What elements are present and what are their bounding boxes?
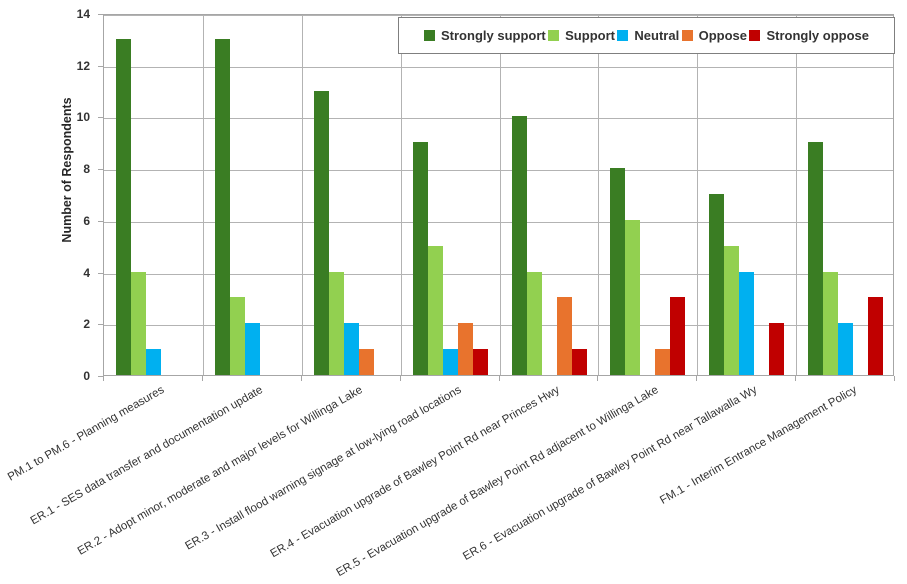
bar (838, 323, 854, 375)
y-axis-tick (98, 14, 103, 15)
x-axis-tick (499, 376, 500, 381)
y-axis-tick (98, 324, 103, 326)
gridline (104, 221, 893, 223)
x-axis-tick (301, 376, 302, 381)
legend-label: Support (565, 28, 615, 43)
bar (358, 349, 374, 375)
x-axis-tick (202, 376, 203, 381)
y-tick-label: 8 (83, 162, 90, 177)
category-separator (500, 15, 501, 375)
bar (724, 245, 740, 375)
y-tick-label: 12 (76, 58, 90, 73)
category-separator (598, 15, 599, 375)
bar (313, 90, 329, 375)
legend-swatch (548, 30, 560, 41)
legend-item: Oppose (681, 28, 748, 43)
bar (116, 38, 131, 375)
x-axis-tick (795, 376, 796, 381)
gridline (104, 273, 893, 275)
x-axis-tick (103, 376, 104, 381)
legend: Strongly support Support Neutral Oppose Stro… (398, 17, 895, 54)
gridline (104, 15, 893, 16)
legend-item: Strongly oppose (749, 28, 869, 43)
y-tick-label: 6 (83, 213, 90, 228)
legend-label: Strongly oppose (766, 28, 869, 43)
bar (427, 245, 443, 375)
x-axis-label: ER.5 - Evacuation upgrade of Bawley Poin… (334, 384, 661, 580)
bar (823, 271, 839, 375)
bar (655, 349, 671, 375)
bar (328, 271, 344, 375)
legend-item: Support (548, 28, 615, 43)
bar (868, 297, 884, 375)
bar (146, 349, 161, 375)
bar (214, 38, 230, 375)
y-axis-tick (98, 65, 103, 67)
category-separator (302, 15, 303, 375)
bar (769, 323, 785, 375)
x-axis-tick (696, 376, 697, 381)
bar (343, 323, 359, 375)
x-axis-tick (597, 376, 598, 381)
legend-item: Strongly support (424, 28, 546, 43)
y-tick-label: 0 (83, 369, 90, 383)
bar (610, 168, 626, 375)
bar (739, 271, 755, 375)
bar (229, 297, 245, 375)
legend-label: Strongly support (441, 28, 546, 43)
x-axis-label: PM.1 to PM.6 - Planning measures (5, 384, 167, 484)
legend-swatch (681, 30, 693, 41)
bar (571, 349, 587, 375)
category-separator (401, 15, 402, 375)
y-axis-tick (98, 376, 103, 377)
category-separator (203, 15, 204, 375)
x-axis-tick (400, 376, 401, 381)
bar (244, 323, 260, 375)
bar (670, 297, 686, 375)
bar (131, 271, 146, 375)
bar (457, 323, 473, 375)
y-axis-tick (98, 117, 103, 119)
bar (709, 194, 725, 375)
bar (412, 142, 428, 375)
bar (808, 142, 824, 375)
gridline (104, 118, 893, 120)
bar (625, 219, 641, 375)
category-separator (796, 15, 797, 375)
legend-label: Oppose (698, 28, 748, 43)
x-axis-tick (894, 376, 895, 381)
y-axis-tick (98, 169, 103, 171)
gridline (104, 170, 893, 172)
y-axis-tick (98, 272, 103, 274)
y-tick-label: 4 (83, 265, 90, 280)
bar (442, 349, 458, 375)
bar (556, 297, 572, 375)
legend-swatch (749, 30, 761, 41)
plot-area (103, 14, 894, 376)
gridline (104, 325, 893, 327)
category-separator (697, 15, 698, 375)
y-tick-label: 2 (83, 317, 90, 332)
legend-swatch (424, 30, 435, 41)
x-axis-label: FM.1 - Interim Entrance Management Polic… (657, 384, 859, 507)
legend-item: Neutral (617, 28, 679, 43)
gridline (104, 66, 893, 68)
legend-swatch (617, 30, 629, 41)
y-tick-label: 14 (76, 7, 90, 21)
legend-label: Neutral (634, 28, 680, 43)
bar (472, 349, 488, 375)
bar (526, 271, 542, 375)
bar (511, 116, 527, 375)
y-axis-tick (98, 220, 103, 222)
y-tick-label: 10 (76, 110, 90, 125)
